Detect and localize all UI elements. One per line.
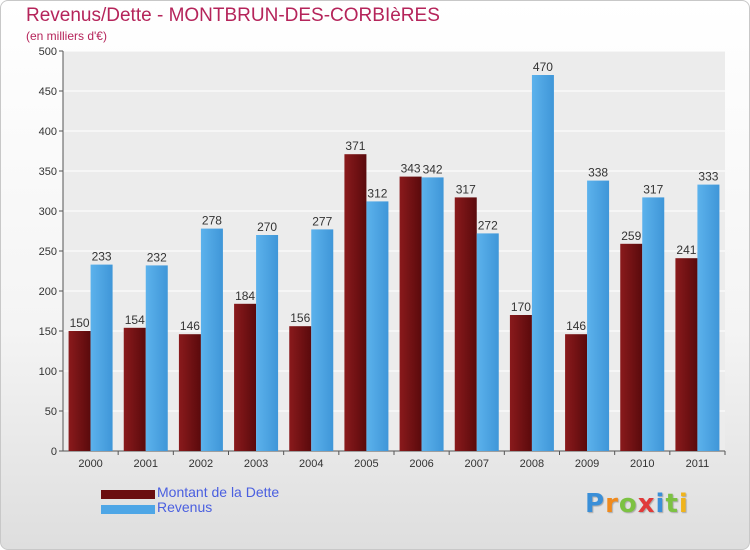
bar-dette <box>234 303 257 451</box>
bar-dette <box>454 197 477 451</box>
data-label-revenus: 470 <box>533 60 553 74</box>
x-tick-label: 2000 <box>78 458 102 470</box>
legend-label-revenus: Revenus <box>157 499 213 515</box>
bar-revenus <box>145 265 168 451</box>
data-label-dette: 156 <box>290 311 310 325</box>
chart-title: Revenus/Dette - MONTBRUN-DES-CORBIèRES <box>26 5 440 26</box>
data-label-dette: 317 <box>456 182 476 196</box>
bar-revenus <box>531 75 554 451</box>
y-tick-label: 0 <box>51 446 57 458</box>
data-label-revenus: 333 <box>698 170 718 184</box>
logo-letter: i <box>678 489 689 519</box>
x-tick-label: 2006 <box>409 458 433 470</box>
data-label-revenus: 277 <box>312 214 332 228</box>
bar-revenus <box>697 184 720 451</box>
data-label-dette: 259 <box>621 229 641 243</box>
data-label-dette: 146 <box>180 319 200 333</box>
bar-dette <box>178 334 201 451</box>
data-label-dette: 343 <box>401 162 421 176</box>
y-tick-label: 200 <box>39 286 57 298</box>
bar-revenus <box>476 233 499 451</box>
y-tick-label: 100 <box>39 366 57 378</box>
data-label-revenus: 338 <box>588 166 608 180</box>
bar-dette <box>509 315 532 451</box>
data-label-dette: 371 <box>345 139 365 153</box>
x-tick-label: 2010 <box>630 458 654 470</box>
x-tick-label: 2002 <box>189 458 213 470</box>
data-label-dette: 184 <box>235 289 255 303</box>
logo-letter: o <box>618 489 638 519</box>
logo-letter: t <box>665 489 679 519</box>
bar-dette <box>344 154 367 451</box>
data-label-dette: 146 <box>566 319 586 333</box>
data-label-dette: 170 <box>511 300 531 314</box>
x-tick-label: 2001 <box>134 458 158 470</box>
bar-revenus <box>421 177 444 451</box>
data-label-revenus: 342 <box>423 162 443 176</box>
bar-revenus <box>587 180 610 451</box>
data-label-revenus: 233 <box>92 250 112 264</box>
bar-revenus <box>311 229 334 451</box>
y-tick-label: 300 <box>39 206 57 218</box>
x-tick-label: 2005 <box>354 458 378 470</box>
data-label-revenus: 270 <box>257 220 277 234</box>
y-tick-label: 150 <box>39 326 57 338</box>
legend-label-dette: Montant de la Dette <box>157 484 280 500</box>
y-tick-label: 500 <box>39 46 57 58</box>
proxiti-logo: Proxiti <box>585 489 689 519</box>
y-tick-label: 250 <box>39 246 57 258</box>
bar-dette <box>620 243 643 451</box>
logo-letter: i <box>655 489 666 519</box>
y-tick-label: 400 <box>39 126 57 138</box>
x-tick-label: 2011 <box>686 458 710 470</box>
bar-revenus <box>200 228 223 451</box>
y-tick-label: 50 <box>45 406 57 418</box>
legend-swatch-dette <box>101 490 155 499</box>
bar-dette <box>675 258 698 451</box>
data-label-revenus: 312 <box>367 186 387 200</box>
bar-dette <box>565 334 588 451</box>
x-tick-label: 2004 <box>299 458 323 470</box>
data-label-dette: 241 <box>676 243 696 257</box>
data-label-dette: 150 <box>70 316 90 330</box>
bar-dette <box>399 176 422 451</box>
data-label-revenus: 317 <box>643 182 663 196</box>
logo-letter: P <box>585 489 606 519</box>
chart-subtitle: (en milliers d'€) <box>26 29 107 43</box>
bar-revenus <box>366 201 389 451</box>
bar-revenus <box>90 264 113 451</box>
logo-letter: x <box>637 489 656 519</box>
data-label-revenus: 272 <box>478 218 498 232</box>
y-tick-label: 450 <box>39 86 57 98</box>
logo-letter: r <box>605 489 619 519</box>
data-label-revenus: 232 <box>147 250 167 264</box>
x-tick-label: 2003 <box>244 458 268 470</box>
x-tick-label: 2008 <box>520 458 544 470</box>
bar-revenus <box>642 197 665 451</box>
bar-dette <box>289 326 312 451</box>
x-tick-label: 2009 <box>575 458 599 470</box>
data-label-revenus: 278 <box>202 214 222 228</box>
data-label-dette: 154 <box>125 313 145 327</box>
bar-revenus <box>256 235 279 451</box>
bar-dette <box>123 327 146 451</box>
bar-dette <box>68 331 91 451</box>
y-tick-label: 350 <box>39 166 57 178</box>
legend-swatch-revenus <box>101 505 155 514</box>
x-tick-label: 2007 <box>465 458 489 470</box>
